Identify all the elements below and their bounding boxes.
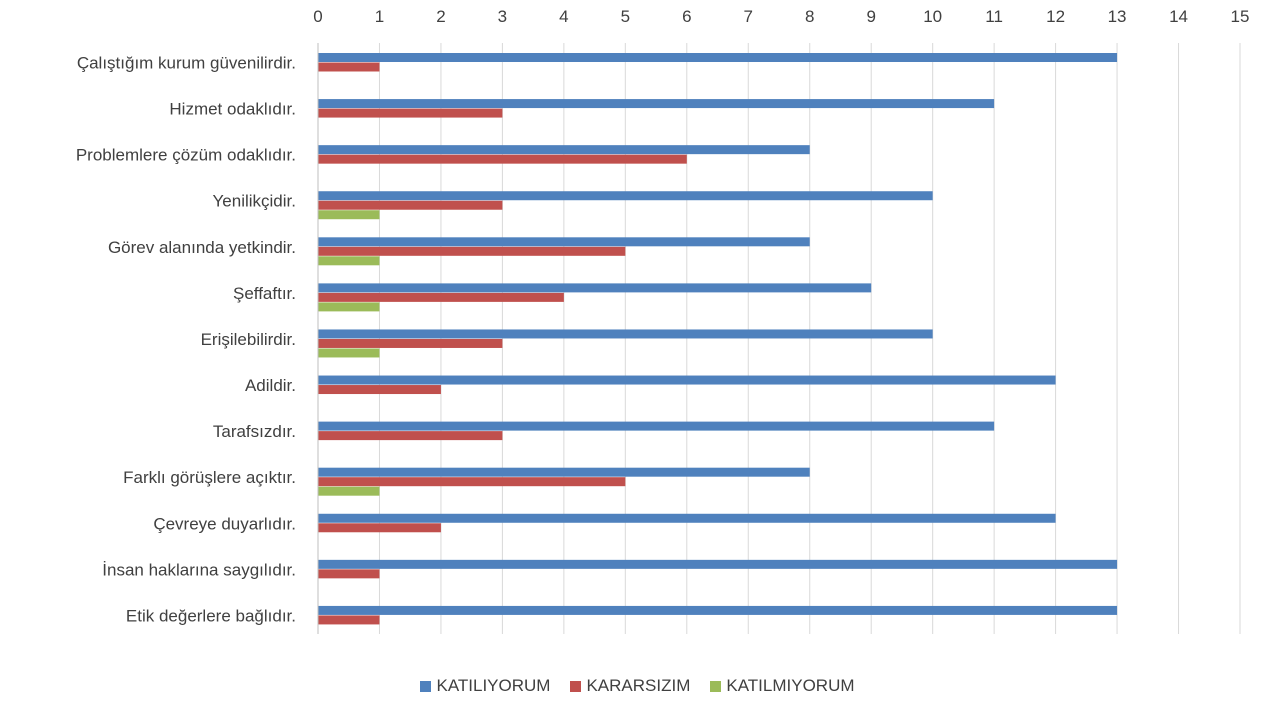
legend-swatch: [710, 681, 721, 692]
category-label: Erişilebilirdir.: [201, 330, 296, 349]
bar-kararsizim: [318, 339, 502, 348]
bar-katiliyorum: [318, 468, 810, 477]
bar-kararsizim: [318, 109, 502, 118]
category-label: Problemlere çözüm odaklıdır.: [76, 146, 296, 165]
category-label: Çalıştığım kurum güvenilirdir.: [77, 54, 296, 73]
bar-katilmiyorum: [318, 302, 379, 311]
bar-katilmiyorum: [318, 210, 379, 219]
category-labels: Çalıştığım kurum güvenilirdir. Hizmet oda…: [76, 54, 296, 626]
bar-kararsizim: [318, 477, 625, 486]
bar-kararsizim: [318, 293, 564, 302]
legend-item-katilmiyorum: KATILMIYORUM: [710, 676, 854, 696]
bar-katiliyorum: [318, 53, 1117, 62]
gridlines: [379, 43, 1240, 634]
category-label: Adildir.: [245, 376, 296, 395]
category-label: Çevreye duyarlıdır.: [153, 514, 296, 533]
category-label: Görev alanında yetkindir.: [108, 238, 296, 257]
bar-katiliyorum: [318, 606, 1117, 615]
legend: KATILIYORUM KARARSIZIM KATILMIYORUM: [0, 676, 1275, 696]
category-label: Şeffaftır.: [233, 284, 296, 303]
bar-kararsizim: [318, 569, 379, 578]
bar-katiliyorum: [318, 283, 871, 292]
bar-kararsizim: [318, 385, 441, 394]
category-label: Yenilikçidir.: [213, 192, 296, 211]
x-tick-label: 10: [923, 7, 942, 26]
category-label: Tarafsızdır.: [213, 422, 296, 441]
bar-kararsizim: [318, 523, 441, 532]
bar-kararsizim: [318, 201, 502, 210]
bar-katiliyorum: [318, 99, 994, 108]
category-label: Etik değerlere bağlıdır.: [126, 606, 296, 625]
bar-katilmiyorum: [318, 348, 379, 357]
category-label: Hizmet odaklıdır.: [169, 100, 296, 119]
bar-katiliyorum: [318, 560, 1117, 569]
bar-katiliyorum: [318, 237, 810, 246]
x-tick-label: 8: [805, 7, 814, 26]
bar-kararsizim: [318, 63, 379, 72]
legend-label: KATILMIYORUM: [726, 676, 854, 696]
bar-kararsizim: [318, 615, 379, 624]
bar-katiliyorum: [318, 191, 933, 200]
x-tick-label: 3: [498, 7, 507, 26]
bar-katiliyorum: [318, 514, 1056, 523]
bars: [318, 53, 1117, 624]
x-tick-label: 13: [1108, 7, 1127, 26]
legend-item-kararsizim: KARARSIZIM: [570, 676, 690, 696]
bar-kararsizim: [318, 431, 502, 440]
bar-kararsizim: [318, 155, 687, 164]
bar-katiliyorum: [318, 422, 994, 431]
x-axis-ticks: 0 1 2 3 4 5 6 7 8 9 10 11 12 13 14 15: [313, 7, 1249, 26]
legend-label: KARARSIZIM: [586, 676, 690, 696]
x-tick-label: 4: [559, 7, 568, 26]
legend-swatch: [570, 681, 581, 692]
bar-katiliyorum: [318, 376, 1056, 385]
x-tick-label: 14: [1169, 7, 1188, 26]
legend-swatch: [420, 681, 431, 692]
bar-katilmiyorum: [318, 256, 379, 265]
legend-item-katiliyorum: KATILIYORUM: [420, 676, 550, 696]
category-label: Farklı görüşlere açıktır.: [123, 468, 296, 487]
legend-label: KATILIYORUM: [436, 676, 550, 696]
x-tick-label: 7: [744, 7, 753, 26]
x-tick-label: 12: [1046, 7, 1065, 26]
bar-chart: 0 1 2 3 4 5 6 7 8 9 10 11 12 13 14 15 Çalıştığım kurum …: [0, 0, 1275, 660]
category-label: İnsan haklarına saygılıdır.: [102, 560, 296, 579]
x-tick-label: 11: [985, 7, 1003, 26]
x-tick-label: 5: [621, 7, 630, 26]
x-tick-label: 0: [313, 7, 322, 26]
x-tick-label: 15: [1231, 7, 1250, 26]
x-tick-label: 2: [436, 7, 445, 26]
bar-katiliyorum: [318, 145, 810, 154]
x-tick-label: 1: [375, 7, 384, 26]
bar-katilmiyorum: [318, 487, 379, 496]
bar-katiliyorum: [318, 329, 933, 338]
bar-kararsizim: [318, 247, 625, 256]
x-tick-label: 6: [682, 7, 691, 26]
x-tick-label: 9: [866, 7, 875, 26]
